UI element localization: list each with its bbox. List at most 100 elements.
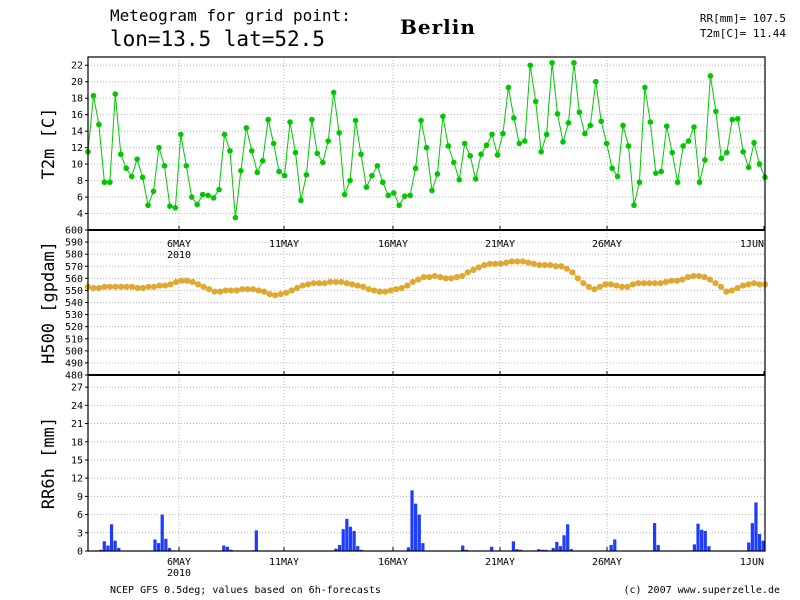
h500-data-point (145, 283, 152, 290)
t2m-data-point (571, 59, 577, 66)
t2m-y-tick-label: 8 (77, 176, 83, 187)
rr-bar (164, 538, 168, 551)
rr-bar (555, 541, 559, 551)
t2m-data-point (161, 162, 168, 169)
t2m-data-point (483, 142, 490, 148)
t2m-data-point (347, 177, 353, 184)
h500-data-point (662, 278, 670, 286)
h500-data-point (574, 275, 581, 282)
h500-axis-label: H500 [gpdam] (39, 241, 59, 364)
t2m-data-point (587, 122, 594, 129)
t2m-series-line (87, 62, 766, 218)
h500-data-point (106, 283, 114, 290)
rr-bar (761, 540, 765, 551)
t2m-data-point (210, 195, 217, 201)
t2m-data-point (352, 117, 359, 124)
h500-y-tick-label: 550 (65, 286, 83, 297)
h500-data-point (640, 280, 648, 287)
h500-data-point (492, 260, 499, 267)
rr-bar (156, 543, 161, 551)
t2m-data-point (112, 91, 119, 97)
rr-bar (109, 524, 114, 551)
h500-data-point (503, 259, 510, 266)
t2m-data-point (511, 115, 517, 121)
h500-data-point (316, 280, 323, 287)
h500-y-tick-label: 570 (65, 262, 83, 273)
rr-y-tick-label: 12 (71, 474, 83, 485)
t2m-data-point (167, 203, 173, 209)
h500-data-point (475, 264, 482, 271)
h500-data-point (382, 288, 389, 295)
h500-data-point (305, 281, 312, 288)
t2m-data-point (582, 130, 588, 137)
t2m-data-point (259, 158, 266, 164)
h500-data-point (486, 260, 493, 267)
t2m-data-point (532, 98, 539, 105)
h500-data-point (508, 258, 515, 265)
t2m-y-tick-label: 16 (71, 110, 83, 121)
t2m-data-point (636, 179, 643, 186)
rr-bar (656, 544, 660, 551)
h500-y-tick-label: 510 (65, 334, 83, 345)
t2m-data-point (445, 143, 452, 149)
t2m-data-point (429, 187, 435, 194)
h500-data-point (404, 282, 411, 289)
rr-y-tick-label: 18 (71, 437, 83, 448)
h500-data-point (167, 281, 174, 288)
rr-bar (609, 544, 613, 551)
t2m-data-point (505, 84, 512, 91)
t2m-data-point (440, 113, 446, 120)
h500-data-point (657, 280, 664, 287)
h500-data-point (90, 284, 97, 292)
t2m-y-tick-label: 12 (71, 143, 83, 154)
rr-y-tick-label: 21 (71, 419, 83, 430)
h500-data-point (409, 278, 416, 286)
t2m-data-point (707, 73, 714, 79)
t2m-data-point (319, 159, 326, 166)
t2m-data-point (183, 162, 190, 169)
h500-data-point (470, 266, 477, 273)
h500-data-point (448, 275, 455, 282)
h500-data-point (189, 278, 196, 286)
t2m-data-point (696, 179, 703, 186)
t2m-data-point (576, 109, 583, 115)
t2m-data-point (248, 148, 255, 154)
h500-data-point (272, 292, 279, 299)
t2m-data-point (631, 202, 637, 209)
t2m-data-point (369, 172, 375, 179)
h500-data-point (442, 275, 449, 282)
rr-bar (229, 549, 233, 551)
h500-data-point (646, 280, 653, 287)
t2m-x-tick-label: 6MAY (167, 239, 191, 250)
h500-data-point (629, 281, 637, 288)
h500-data-point (134, 284, 141, 292)
h500-data-point (277, 290, 284, 298)
h500-data-point (723, 288, 730, 295)
t2m-data-point (554, 111, 561, 117)
h500-data-point (745, 281, 752, 288)
h500-y-tick-label: 480 (65, 371, 83, 382)
h500-data-point (393, 286, 400, 293)
t2m-data-point (669, 149, 675, 156)
rr-bar (222, 545, 226, 551)
t2m-x-tick-label: 16MAY (378, 239, 408, 250)
rr-bar (696, 523, 700, 551)
t2m-data-point (265, 116, 271, 123)
t2m-data-point (150, 188, 157, 195)
h500-data-point (563, 265, 570, 272)
h500-data-point (728, 287, 736, 294)
rr-bar (613, 539, 617, 551)
h500-data-point (607, 281, 614, 288)
rr-bar (160, 514, 164, 551)
rr-bar (421, 543, 425, 551)
t2m-data-point (194, 201, 200, 208)
h500-data-point (244, 286, 251, 293)
h500-data-point (250, 286, 257, 293)
h500-data-point (695, 272, 703, 280)
rr-bar (338, 544, 342, 551)
rr-y-tick-label: 9 (77, 492, 83, 503)
rr-bar (707, 546, 711, 551)
data-source-note: NCEP GFS 0.5deg; values based on 6h-fore… (110, 585, 381, 596)
h500-data-point (651, 280, 659, 287)
h500-data-point (536, 261, 543, 269)
